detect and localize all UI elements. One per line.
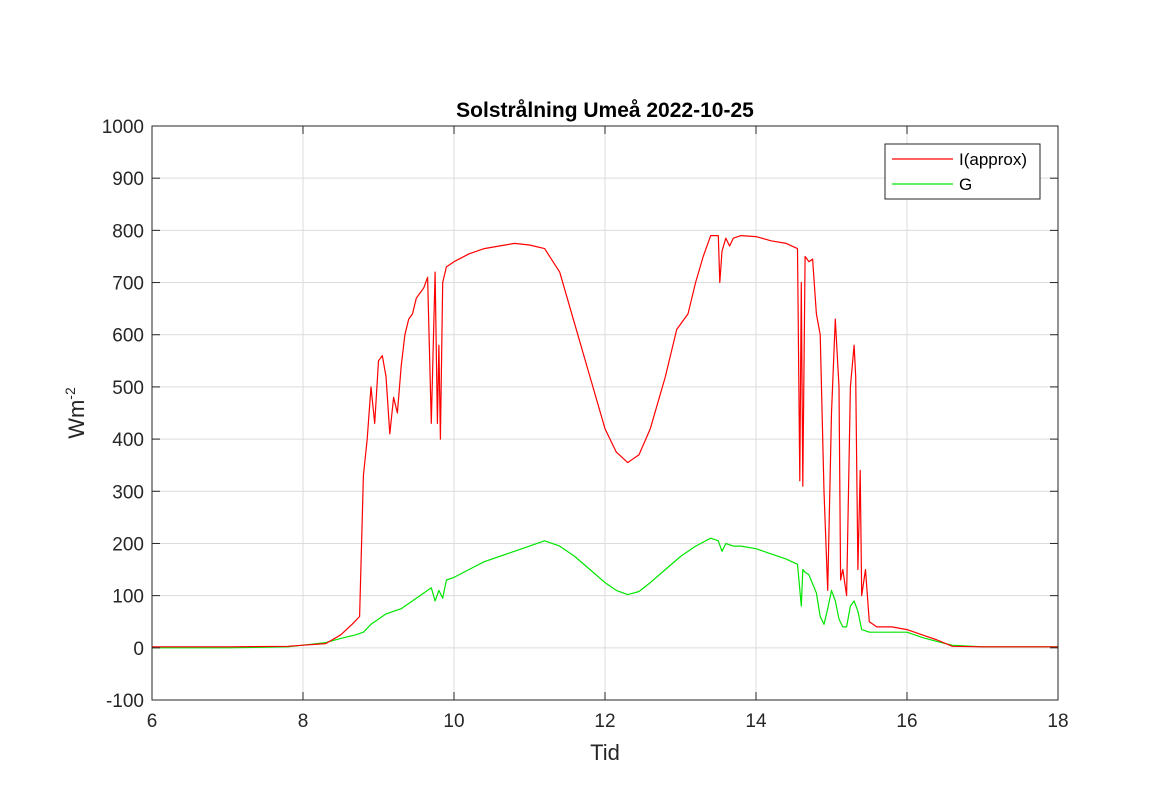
x-tick-label: 14 bbox=[745, 711, 767, 732]
y-tick-label: 600 bbox=[112, 326, 144, 347]
y-tick-label: 100 bbox=[112, 587, 144, 608]
x-tick-label: 12 bbox=[594, 711, 615, 732]
chart-title: Solstrålning Umeå 2022-10-25 bbox=[456, 99, 754, 122]
y-tick-label: 300 bbox=[112, 482, 144, 503]
y-axis-label-base: Wm bbox=[64, 400, 89, 439]
y-tick-label: 400 bbox=[112, 430, 144, 451]
y-tick-label: -100 bbox=[106, 691, 144, 712]
x-tick-label: 8 bbox=[298, 711, 309, 732]
series-line-i-approx bbox=[152, 235, 1058, 648]
x-tick-label: 18 bbox=[1047, 711, 1068, 732]
series-line-g bbox=[152, 537, 1058, 649]
y-tick-label: 700 bbox=[112, 274, 144, 295]
legend: I(approx) G bbox=[884, 143, 1041, 200]
x-tick-label: 6 bbox=[147, 711, 158, 732]
x-tick-label: 10 bbox=[443, 711, 464, 732]
y-tick-label: 900 bbox=[112, 169, 144, 190]
y-axis-label: Wm-2 bbox=[62, 387, 89, 439]
y-axis-label-exponent: -2 bbox=[62, 387, 78, 400]
y-tick-label: 1000 bbox=[102, 117, 144, 138]
legend-label-i-approx: I(approx) bbox=[959, 150, 1027, 169]
series-layer bbox=[152, 235, 1058, 649]
axis-ticks: 6 8 10 12 14 16 18 -100 0 100 200 300 400 500 600 700 80… bbox=[102, 117, 1069, 732]
y-tick-label: 0 bbox=[133, 639, 144, 660]
legend-label-g: G bbox=[959, 175, 972, 194]
y-tick-label: 500 bbox=[112, 378, 144, 399]
x-axis-label: Tid bbox=[590, 740, 620, 765]
x-tick-label: 16 bbox=[896, 711, 917, 732]
y-tick-label: 800 bbox=[112, 221, 144, 242]
legend-box bbox=[884, 143, 1041, 200]
y-tick-label: 200 bbox=[112, 534, 144, 555]
